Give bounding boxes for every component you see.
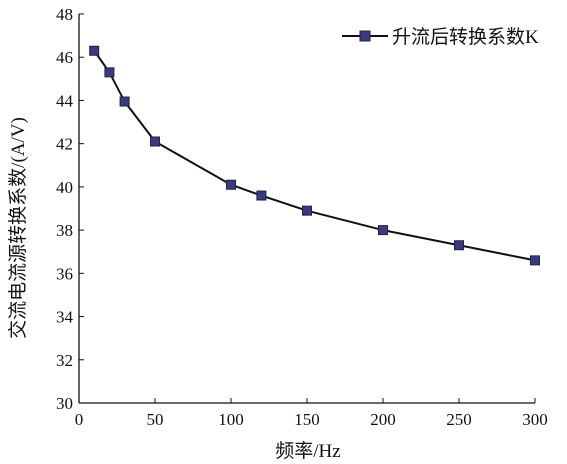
x-axis-ticks: 0 50 100 150 200 250 300 [75, 398, 548, 429]
x-tick-label: 200 [370, 410, 396, 429]
data-point [530, 255, 540, 266]
legend-marker [359, 30, 371, 42]
y-tick-label: 38 [56, 221, 73, 240]
data-point [119, 96, 130, 107]
data-point [89, 45, 100, 56]
data-point [226, 179, 236, 190]
y-tick-label: 30 [56, 394, 73, 413]
y-tick-label: 34 [56, 308, 74, 327]
data-point [150, 136, 160, 147]
y-tick-label: 36 [56, 264, 73, 283]
y-axis-title: 交流电流源转换系数/(A/V) [7, 117, 29, 339]
y-tick-label: 42 [56, 135, 73, 154]
y-tick-label: 32 [56, 351, 73, 370]
data-point [256, 190, 267, 201]
y-tick-label: 40 [56, 178, 73, 197]
legend: 升流后转换系数K [342, 26, 539, 48]
x-tick-label: 150 [294, 410, 320, 429]
x-tick-label: 300 [522, 410, 548, 429]
data-point [454, 240, 464, 251]
y-axis-ticks: 30 32 34 36 38 40 42 44 46 48 [56, 5, 84, 413]
x-tick-label: 50 [147, 410, 164, 429]
x-axis-title: 频率/Hz [275, 440, 340, 462]
x-tick-label: 0 [75, 410, 84, 429]
series-line [93, 50, 536, 262]
data-point [104, 67, 115, 78]
x-tick-label: 250 [446, 410, 472, 429]
x-tick-label: 100 [218, 410, 244, 429]
y-tick-label: 48 [56, 5, 73, 24]
y-tick-label: 46 [56, 48, 73, 67]
y-tick-label: 44 [56, 91, 74, 110]
data-point [378, 225, 388, 236]
series-layer [89, 45, 540, 266]
legend-label: 升流后转换系数K [392, 26, 539, 48]
data-point [302, 205, 312, 216]
